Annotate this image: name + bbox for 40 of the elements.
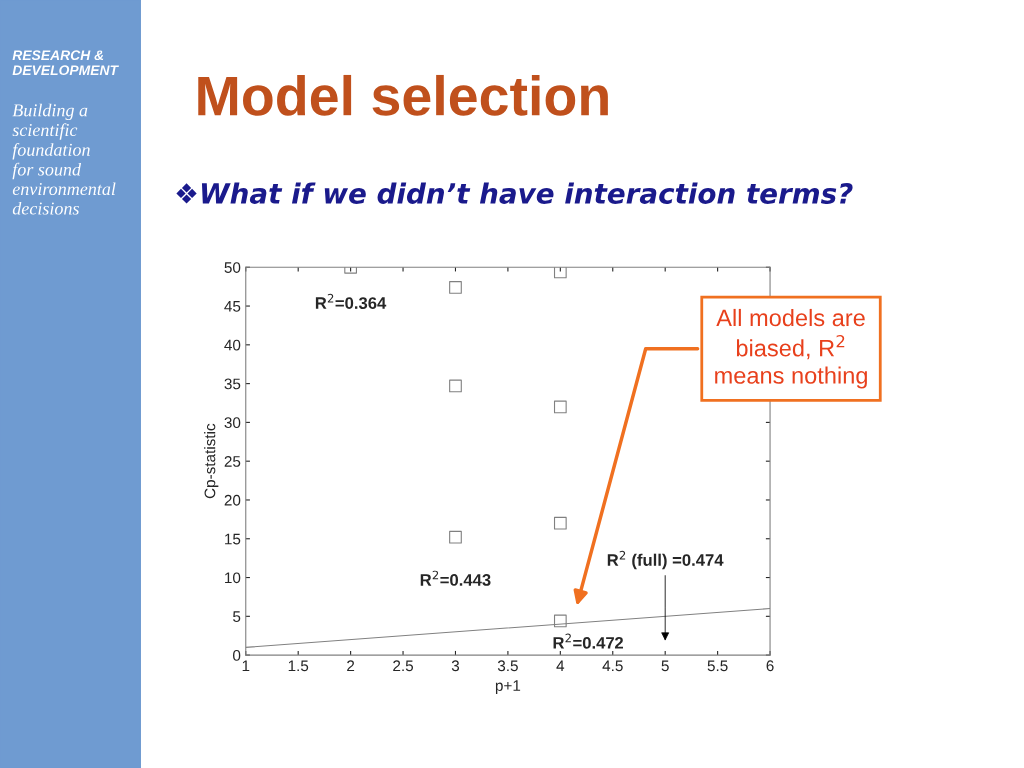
x-tick-label: 1 <box>242 660 250 672</box>
annotation: All models are biased, R$^{2}$ means nothing <box>715 308 867 389</box>
x-tick-label: 1.5 <box>288 660 309 672</box>
x-tick-label: 3 <box>451 660 460 672</box>
text: Building a scientific foundation for sound environmental decisions <box>12 103 116 215</box>
point <box>553 267 567 279</box>
point <box>553 400 567 414</box>
y-tick-label: 40 <box>224 339 241 351</box>
annotation: R$^{2}$=0.364 <box>315 293 387 309</box>
x-tick-label: 4 <box>556 660 565 672</box>
point <box>449 281 462 294</box>
x-axis-title: p+1 <box>495 680 521 694</box>
y-tick-label: 25 <box>224 456 241 467</box>
x-tick-label: 3.5 <box>497 660 518 672</box>
y-tick-label: 15 <box>225 533 241 545</box>
y-tick-label: 0 <box>233 649 241 661</box>
point <box>449 379 462 393</box>
x-tick-label: 6 <box>766 660 774 672</box>
x-tick-label: 4.5 <box>602 660 623 672</box>
y-axis-title: Cp-statistic <box>204 423 219 499</box>
annotation: R$^{2}$=0.472 <box>553 633 623 649</box>
chart-title: Model selection <box>198 74 608 116</box>
x-tick-label: 5.5 <box>707 660 728 672</box>
y-tick-label: 10 <box>225 572 241 584</box>
y-tick-label: 20 <box>224 494 241 506</box>
point <box>553 614 567 628</box>
y-tick-label: 35 <box>224 378 241 390</box>
point <box>553 516 567 530</box>
text: RESEARCH & DEVELOPMENT <box>12 50 119 76</box>
y-tick-label: 50 <box>224 262 241 273</box>
y-tick-label: 30 <box>224 417 241 429</box>
chart-subtitle: ❖What if we didn’t have interaction terms? <box>176 182 853 204</box>
x-tick-label: 2 <box>347 660 355 672</box>
x-tick-label: 2.5 <box>393 660 414 672</box>
annotation: R$^{2}$=0.443 <box>420 570 491 586</box>
y-tick-label: 45 <box>224 301 241 312</box>
y-tick-label: 5 <box>233 611 241 623</box>
x-tick-label: 5 <box>661 660 669 672</box>
point <box>449 530 462 544</box>
annotation: R$^{2}$ (full) =0.474 <box>607 550 724 570</box>
